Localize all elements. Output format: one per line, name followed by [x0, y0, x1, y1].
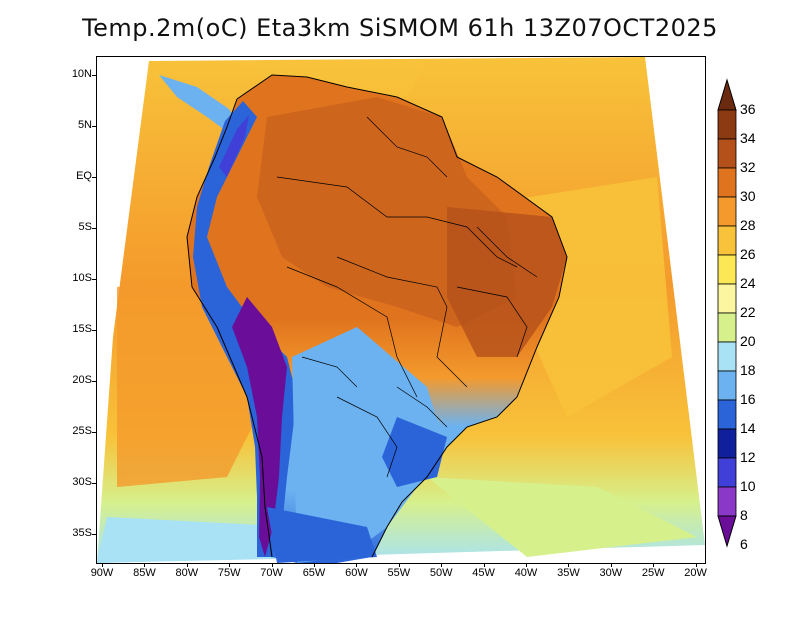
longitude-tick: [695, 563, 697, 567]
colorbar-segment: [717, 312, 737, 343]
colorbar-label: 6: [740, 536, 748, 552]
colorbar-segment: [717, 196, 737, 227]
map-canvas: [97, 57, 705, 563]
longitude-tick: [610, 563, 612, 567]
latitude-tick: [92, 381, 97, 382]
coastline: [236, 74, 568, 558]
colorbar-segment: [717, 283, 737, 314]
longitude-tick: [186, 563, 188, 567]
andes-very-cold: [232, 297, 287, 557]
latitude-tick: [92, 228, 97, 229]
borders: [276, 116, 538, 478]
latitude-tick: [92, 279, 97, 280]
latitude-tick: [92, 126, 97, 127]
southcone-cool: [292, 327, 442, 563]
longitude-tick-label: 50W: [429, 567, 453, 579]
latitude-tick: [92, 330, 97, 331]
longitude-tick: [441, 563, 443, 567]
latitude-tick-label: 25S: [72, 425, 92, 437]
longitude-tick: [229, 563, 231, 567]
latitude-tick: [92, 177, 97, 178]
colorbar-label: 10: [740, 478, 756, 494]
colorbar-segment: [717, 225, 737, 256]
longitude-tick-label: 25W: [641, 567, 665, 579]
colorbar-label: 30: [740, 188, 756, 204]
colorbar-min-triangle: [717, 515, 737, 548]
longitude-tick: [398, 563, 400, 567]
colorbar-segment: [717, 486, 737, 517]
colorbar-label: 12: [740, 449, 756, 465]
latitude-tick-label: 35S: [72, 527, 92, 539]
colorbar-label: 36: [740, 101, 756, 117]
colorbar-label: 14: [740, 420, 756, 436]
latitude-tick-label: 10N: [71, 68, 92, 80]
latitude-tick-label: 20S: [72, 374, 92, 386]
longitude-tick: [526, 563, 527, 567]
longitude-tick: [144, 563, 146, 567]
colorbar-segment: [717, 254, 737, 285]
colorbar-segment: [717, 428, 737, 459]
latitude-tick: [92, 75, 97, 76]
longitude-tick: [483, 563, 485, 567]
colorbar-label: 28: [740, 217, 756, 233]
colorbar-label: 32: [740, 159, 756, 175]
ocean-south-east-cool: [427, 477, 697, 557]
longitude-tick: [653, 563, 655, 567]
longitude-tick-label: 40W: [514, 567, 538, 579]
colorbar-segment: [717, 341, 737, 372]
longitude-tick-label: 35W: [557, 567, 580, 579]
latitude-tick-label: 15S: [72, 323, 92, 335]
longitude-tick: [356, 563, 358, 567]
colorbar-label: 8: [740, 507, 748, 523]
latitude-tick: [92, 534, 97, 535]
longitude-tick-label: 45W: [472, 567, 495, 579]
andes-north-cold: [219, 115, 249, 177]
longitude-tick-label: 60W: [345, 567, 368, 579]
longitude-tick-label: 75W: [217, 567, 241, 579]
longitude-tick-label: 65W: [302, 567, 326, 579]
colorbar-label: 20: [740, 333, 756, 349]
longitude-tick-label: 70W: [260, 567, 283, 579]
longitude-tick-label: 90W: [90, 567, 114, 579]
west-coastline: [186, 98, 273, 558]
colorbar-segment: [717, 399, 737, 430]
longitude-tick-label: 55W: [387, 567, 411, 579]
longitude-tick: [568, 563, 570, 567]
colorbar-segment: [717, 109, 737, 140]
temperature-map: [96, 56, 706, 564]
longitude-tick-label: 85W: [133, 567, 156, 579]
colorbar-label: 18: [740, 362, 756, 378]
colorbar-label: 24: [740, 275, 756, 291]
colorbar-label: 16: [740, 391, 756, 407]
northeast-hot: [447, 207, 567, 357]
colorbar-max-triangle: [717, 78, 737, 111]
latitude-tick: [92, 483, 97, 484]
south-brazil-cold: [382, 417, 447, 487]
colorbar-label: 34: [740, 130, 756, 146]
longitude-tick: [314, 563, 315, 567]
latitude-tick-label: 10S: [72, 272, 92, 284]
longitude-tick-label: 20W: [684, 567, 707, 579]
latitude-tick-label: 30S: [72, 476, 92, 488]
map-title: Temp.2m(oC) Eta3km SiSMOM 61h 13Z07OCT20…: [82, 14, 718, 42]
colorbar-label: 22: [740, 304, 756, 320]
colorbar-segment: [717, 138, 737, 169]
longitude-tick: [102, 563, 103, 567]
colorbar-segment: [717, 167, 737, 198]
latitude-tick-label: EQ: [76, 170, 92, 182]
colorbar-segment: [717, 370, 737, 401]
colorbar-segment: [717, 457, 737, 488]
colorbar-label: 26: [740, 246, 756, 262]
patagonia-cold: [267, 507, 377, 563]
longitude-tick-label: 80W: [175, 567, 199, 579]
longitude-tick-label: 30W: [599, 567, 623, 579]
longitude-tick: [271, 563, 273, 567]
latitude-tick-label: 5S: [78, 221, 92, 233]
latitude-tick: [92, 432, 97, 433]
latitude-tick-label: 5N: [77, 119, 92, 131]
